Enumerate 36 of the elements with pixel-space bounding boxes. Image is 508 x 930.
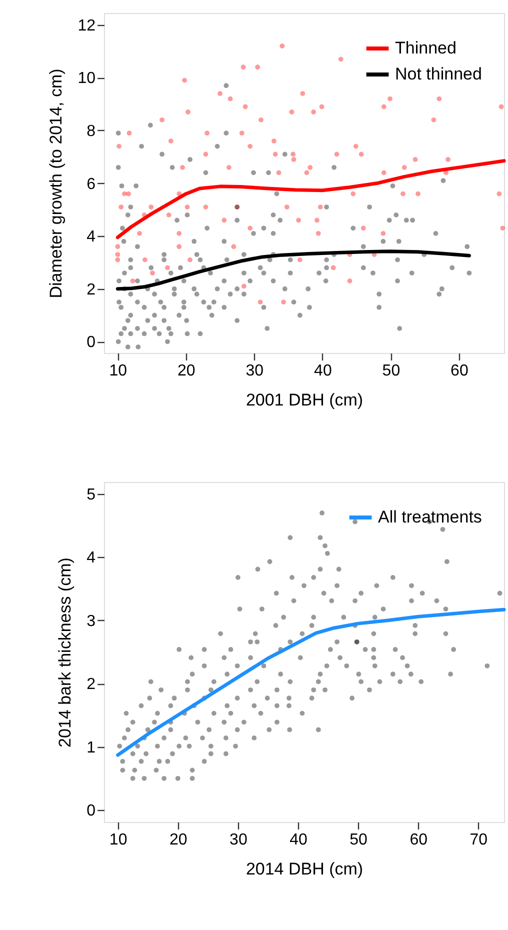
line-series	[116, 159, 506, 240]
x-tick-label: 10	[109, 832, 128, 848]
y-tick-label: 2	[86, 281, 96, 298]
x-tick-label: 60	[450, 362, 468, 380]
y-tick-label: 3	[86, 612, 96, 630]
x-tick-label: 30	[246, 362, 264, 380]
y-tick-label: 1	[86, 739, 96, 756]
x-axis-title: 2001 DBH (cm)	[246, 390, 364, 410]
legend-label: Thinned	[395, 38, 456, 58]
x-tick-label: 50	[382, 362, 400, 380]
x-tick-label: 40	[314, 362, 332, 380]
x-tick-label: 40	[290, 832, 308, 848]
x-tick-label: 60	[410, 832, 428, 848]
x-tick-label: 10	[109, 362, 128, 380]
y-axis-title: 2014 bark thickness (cm)	[56, 558, 75, 748]
y-tick-label: 4	[86, 228, 96, 246]
x-axis-title: 2014 DBH (cm)	[246, 860, 364, 878]
y-tick-label: 5	[86, 486, 96, 504]
y-tick-label: 2	[86, 676, 96, 694]
y-tick-label: 12	[78, 17, 96, 34]
y-tick-label: 0	[86, 802, 96, 820]
line-series	[116, 250, 471, 291]
y-tick-label: 10	[78, 70, 96, 88]
line-series	[116, 608, 506, 757]
x-tick-label: 20	[169, 832, 188, 848]
y-axis-title: Diameter growth (to 2014, cm)	[46, 68, 66, 298]
legend-label: All treatments	[378, 508, 482, 526]
x-tick-label: 30	[230, 832, 248, 848]
x-tick-label: 50	[350, 832, 368, 848]
legend-label: Not thinned	[395, 64, 482, 84]
x-tick-label: 20	[178, 362, 196, 380]
y-tick-label: 0	[86, 334, 96, 352]
y-tick-label: 4	[86, 550, 96, 567]
y-tick-label: 8	[86, 122, 96, 140]
y-tick-label: 6	[86, 176, 96, 193]
x-tick-label: 70	[470, 832, 488, 848]
